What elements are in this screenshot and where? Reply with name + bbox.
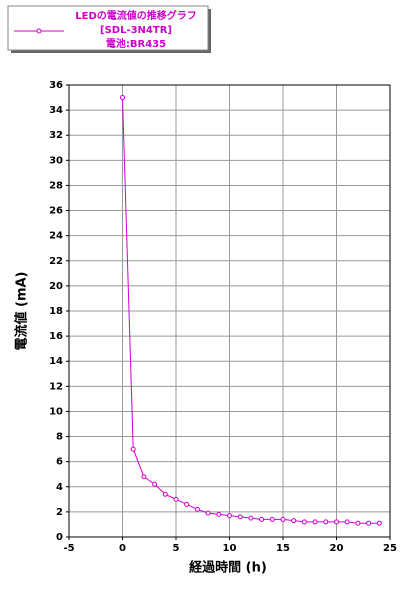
data-point [184, 501, 190, 507]
legend-label: LEDの電流値の推移グラフ [75, 9, 197, 22]
y-tick-label: 26 [49, 206, 63, 217]
data-point [120, 95, 125, 101]
y-tick-label: 24 [49, 231, 63, 242]
y-tick-label: 4 [56, 482, 63, 493]
data-point [194, 506, 200, 512]
data-point [173, 496, 179, 502]
data-point [248, 515, 254, 521]
y-tick-label: 6 [56, 457, 63, 468]
y-tick-label: 36 [49, 80, 63, 91]
y-tick-label: 12 [49, 381, 63, 392]
y-tick-label: 28 [49, 180, 63, 191]
legend-subtitle: [SDL-3N4TR] [100, 25, 172, 36]
data-point [312, 519, 318, 525]
x-tick-label: 5 [173, 543, 180, 554]
data-point [344, 519, 350, 525]
legend: LEDの電流値の推移グラフ [SDL-3N4TR] 電池:BR435 [7, 5, 211, 53]
data-point [162, 491, 168, 497]
data-point [334, 519, 339, 525]
x-axis-label: 経過時間 (h) [189, 560, 267, 576]
y-tick-label: 0 [56, 532, 63, 543]
data-point [152, 481, 158, 487]
y-tick-label: 16 [49, 331, 63, 342]
x-tick-label: -5 [63, 543, 74, 554]
data-point [355, 520, 361, 526]
y-tick-label: 2 [56, 507, 63, 518]
data-point [205, 510, 211, 516]
data-point [301, 519, 307, 525]
data-point [237, 514, 243, 520]
data-point [216, 511, 222, 517]
data-point [269, 516, 275, 522]
data-point [130, 446, 136, 452]
data-point [227, 513, 232, 519]
y-tick-label: 8 [56, 432, 63, 443]
data-point [141, 474, 147, 480]
data-point [259, 516, 265, 522]
legend-subtitle: 電池:BR435 [106, 37, 166, 50]
x-tick-label: 10 [223, 543, 237, 554]
x-tick-label: 25 [383, 543, 397, 554]
y-tick-label: 32 [49, 130, 63, 141]
x-tick-label: 0 [119, 543, 126, 554]
y-tick-label: 18 [49, 306, 63, 317]
plot-frame [68, 84, 391, 538]
legend-marker [36, 28, 42, 34]
y-tick-label: 14 [49, 356, 63, 367]
x-tick-label: 15 [276, 543, 290, 554]
y-tick-label: 30 [49, 155, 63, 166]
data-point [280, 516, 286, 522]
data-point [366, 520, 372, 526]
legend-box [7, 5, 209, 51]
y-axis-label: 電流値 (mA) [14, 271, 30, 350]
y-tick-label: 20 [49, 281, 63, 292]
y-tick-label: 34 [49, 105, 63, 116]
data-point [376, 520, 382, 526]
data-point [323, 519, 329, 525]
x-tick-label: 20 [330, 543, 344, 554]
y-tick-label: 10 [49, 406, 63, 417]
y-tick-label: 22 [49, 256, 63, 267]
data-point [291, 518, 297, 524]
